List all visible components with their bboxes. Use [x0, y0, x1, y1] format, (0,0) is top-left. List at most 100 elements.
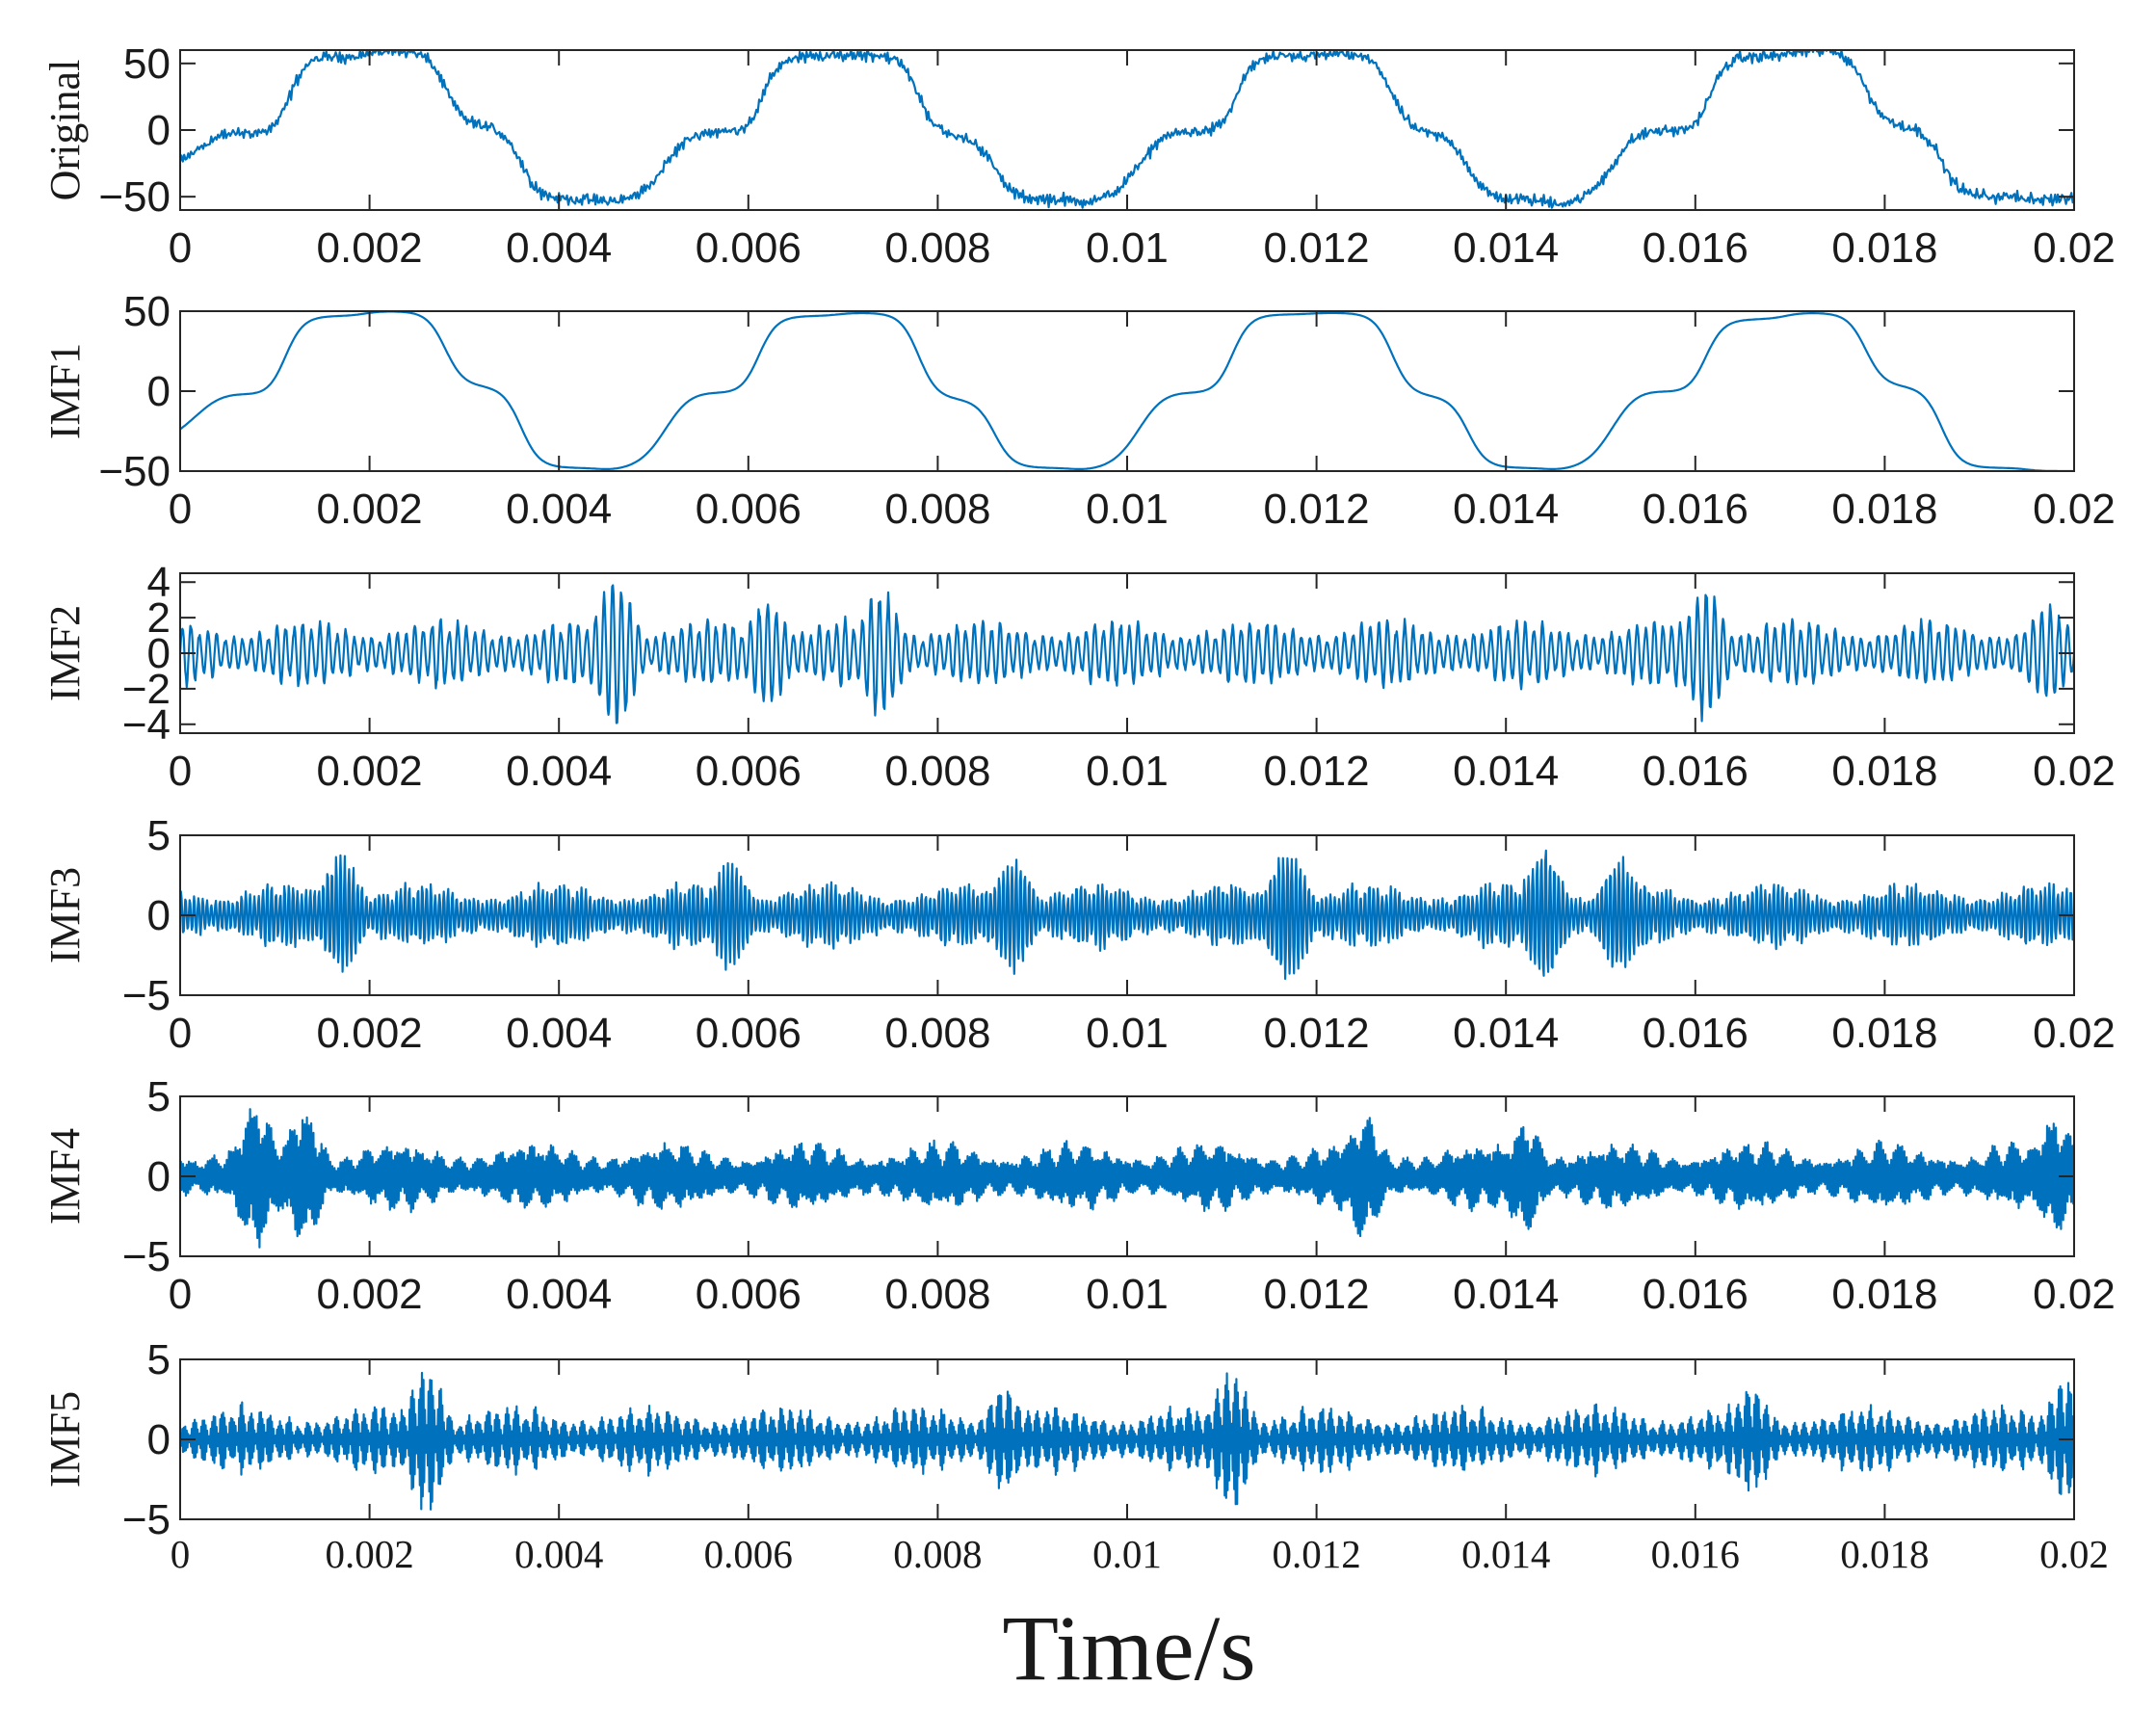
subplot-imf1: 0 0.002 0.004 0.006 0.008 0.01 0.012 0.014 0.016…	[41, 288, 2116, 533]
x-tick-label: 0.02	[2033, 1271, 2116, 1318]
x-tick-label: 0.016	[1643, 1271, 1748, 1318]
x-tick-label: 0.016	[1643, 486, 1748, 533]
x-tick-label: 0.018	[1831, 224, 1937, 272]
x-tick-label: 0.012	[1264, 486, 1370, 533]
x-tick-label: 0	[169, 1271, 192, 1318]
x-tick-label: 0.002	[317, 748, 423, 795]
x-tick-label: 0.02	[2033, 748, 2116, 795]
x-tick-label: 0.01	[1086, 224, 1169, 272]
x-tick-label: 0.014	[1453, 748, 1559, 795]
imf1-trace	[180, 311, 2074, 471]
y-axis-label-imf3: IMF3	[41, 867, 89, 963]
subplot-imf3: 0 0.002 0.004 0.006 0.008 0.01 0.012 0.014 0.016…	[41, 812, 2116, 1057]
x-tick-label: 0.02	[2039, 1532, 2109, 1576]
x-tick-label: 0.018	[1831, 748, 1937, 795]
y-tick-label: −50	[98, 448, 171, 495]
x-tick-label: 0.004	[506, 486, 612, 533]
x-tick-label: 0.002	[317, 224, 423, 272]
x-tick-label: 0.006	[704, 1532, 793, 1576]
x-tick-label: 0.002	[317, 1271, 423, 1318]
y-axis-label-imf4: IMF4	[41, 1128, 89, 1225]
x-tick-label: 0.01	[1086, 1010, 1169, 1057]
y-axis-label-imf1: IMF1	[41, 343, 89, 439]
imf5-trace	[180, 1371, 2074, 1511]
y-tick-label: 0	[147, 892, 171, 939]
x-tick-label: 0.016	[1643, 748, 1748, 795]
x-tick-label: 0.01	[1086, 486, 1169, 533]
imf3-trace	[180, 849, 2074, 981]
x-tick-label: 0.008	[884, 1010, 990, 1057]
y-tick-label: −4	[122, 701, 171, 749]
subplot-imf2: 0 0.002 0.004 0.006 0.008 0.01 0.012 0.014 0.016…	[41, 559, 2116, 795]
y-tick-label: −5	[122, 1496, 171, 1543]
original-trace	[180, 50, 2074, 209]
y-tick-label: −5	[122, 972, 171, 1019]
y-tick-label: 2	[147, 594, 171, 642]
x-tick-label: 0.008	[893, 1532, 982, 1576]
y-tick-label: 5	[147, 1336, 171, 1383]
x-tick-label: 0.002	[317, 486, 423, 533]
x-tick-label: 0.002	[317, 1010, 423, 1057]
x-tick-label: 0	[171, 1532, 191, 1576]
x-tick-label: 0.018	[1831, 486, 1937, 533]
x-tick-label: 0.012	[1264, 748, 1370, 795]
y-tick-label: 50	[123, 288, 171, 335]
y-tick-label: 0	[147, 107, 171, 154]
x-tick-label: 0.004	[506, 1010, 612, 1057]
y-axis-label-imf2: IMF2	[41, 605, 89, 701]
subplot-imf5: 0 0.002 0.004 0.006 0.008 0.01 0.012 0.014 0.016…	[41, 1336, 2109, 1576]
x-tick-label: 0	[169, 486, 192, 533]
y-axis-label-imf5: IMF5	[41, 1391, 89, 1488]
y-tick-label: 0	[147, 630, 171, 677]
x-tick-label: 0.012	[1264, 1010, 1370, 1057]
imf2-trace	[180, 584, 2074, 724]
x-tick-label: 0.006	[696, 1010, 802, 1057]
x-tick-label: 0.01	[1086, 1271, 1169, 1318]
x-tick-label: 0.006	[696, 748, 802, 795]
y-tick-label: 50	[123, 40, 171, 88]
x-tick-label: 0.016	[1643, 224, 1748, 272]
x-tick-label: 0.008	[884, 486, 990, 533]
x-tick-label: 0.016	[1643, 1010, 1748, 1057]
y-axis-label-original: Original	[41, 60, 89, 201]
x-tick-label: 0.006	[696, 224, 802, 272]
x-tick-label: 0.02	[2033, 224, 2116, 272]
subplot-stack: 0 0.002 0.004 0.006 0.008 0.01 0.012 0.014 0.016…	[41, 40, 2116, 1576]
x-tick-label: 0.012	[1264, 1271, 1370, 1318]
y-tick-label: 0	[147, 368, 171, 415]
x-tick-label: 0.014	[1453, 224, 1559, 272]
x-axis-label: Time/s	[1002, 1596, 1255, 1699]
x-tick-label: 0.006	[696, 1271, 802, 1318]
subplot-imf4: 0 0.002 0.004 0.006 0.008 0.01 0.012 0.014 0.016…	[41, 1073, 2116, 1318]
subplot-original: 0 0.002 0.004 0.006 0.008 0.01 0.012 0.014 0.016…	[41, 40, 2116, 272]
x-tick-label: 0	[169, 224, 192, 272]
axes-box	[179, 49, 2075, 211]
x-tick-label: 0	[169, 748, 192, 795]
x-tick-label: 0.008	[884, 748, 990, 795]
y-tick-label: 5	[147, 1073, 171, 1120]
x-tick-label: 0.02	[2033, 1010, 2116, 1057]
x-tick-label: 0.004	[506, 1271, 612, 1318]
x-tick-label: 0.014	[1461, 1532, 1550, 1576]
y-tick-label: −50	[98, 173, 171, 221]
x-tick-label: 0.018	[1840, 1532, 1929, 1576]
x-tick-label: 0.014	[1453, 1271, 1559, 1318]
x-tick-label: 0.01	[1086, 748, 1169, 795]
x-tick-label: 0.006	[696, 486, 802, 533]
x-tick-label: 0.004	[514, 1532, 603, 1576]
x-tick-label: 0.018	[1831, 1010, 1937, 1057]
x-tick-label: 0.004	[506, 748, 612, 795]
y-tick-label: 4	[147, 559, 171, 606]
y-tick-label: 0	[147, 1153, 171, 1200]
imf4-trace	[180, 1108, 2074, 1249]
y-tick-label: 5	[147, 812, 171, 859]
x-tick-label: 0.01	[1092, 1532, 1162, 1576]
x-tick-label: 0.018	[1831, 1271, 1937, 1318]
y-tick-label: −2	[122, 666, 171, 713]
x-tick-label: 0.002	[325, 1532, 413, 1576]
x-tick-label: 0.008	[884, 224, 990, 272]
y-tick-label: 0	[147, 1416, 171, 1463]
x-tick-label: 0.02	[2033, 486, 2116, 533]
x-tick-label: 0.008	[884, 1271, 990, 1318]
